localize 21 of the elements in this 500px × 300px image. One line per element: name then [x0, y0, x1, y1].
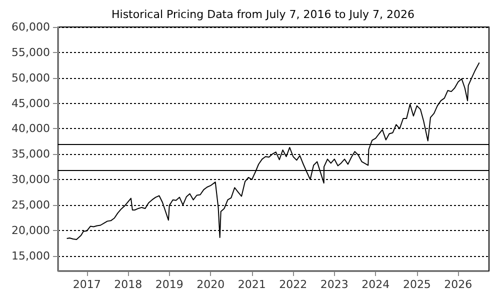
y-tick-label: 30,000 [12, 173, 50, 186]
x-tick-label: 2026 [444, 278, 472, 291]
chart-title: Historical Pricing Data from July 7, 2016 to July 7, 2026 [111, 8, 415, 21]
x-tick-label: 2023 [320, 278, 348, 291]
y-tick-label: 15,000 [12, 249, 50, 262]
x-tick-label: 2019 [155, 278, 184, 291]
x-tick-label: 2022 [279, 278, 308, 291]
x-tick-label: 2017 [72, 278, 101, 291]
y-tick-label: 50,000 [12, 71, 50, 84]
y-tick-label: 20,000 [12, 224, 50, 237]
x-tick-label: 2018 [114, 278, 142, 291]
y-tick-label: 55,000 [12, 46, 50, 59]
x-tick-label: 2020 [196, 278, 225, 291]
y-tick-label: 45,000 [12, 96, 50, 110]
y-tick-label: 60,000 [12, 20, 50, 34]
x-tick-label: 2025 [402, 278, 431, 291]
y-tick-label: 35,000 [12, 148, 50, 161]
x-tick-label: 2024 [362, 278, 390, 291]
y-tick-label: 40,000 [12, 122, 50, 136]
y-tick-label: 25,000 [12, 198, 50, 212]
x-tick-label: 2021 [238, 278, 266, 291]
